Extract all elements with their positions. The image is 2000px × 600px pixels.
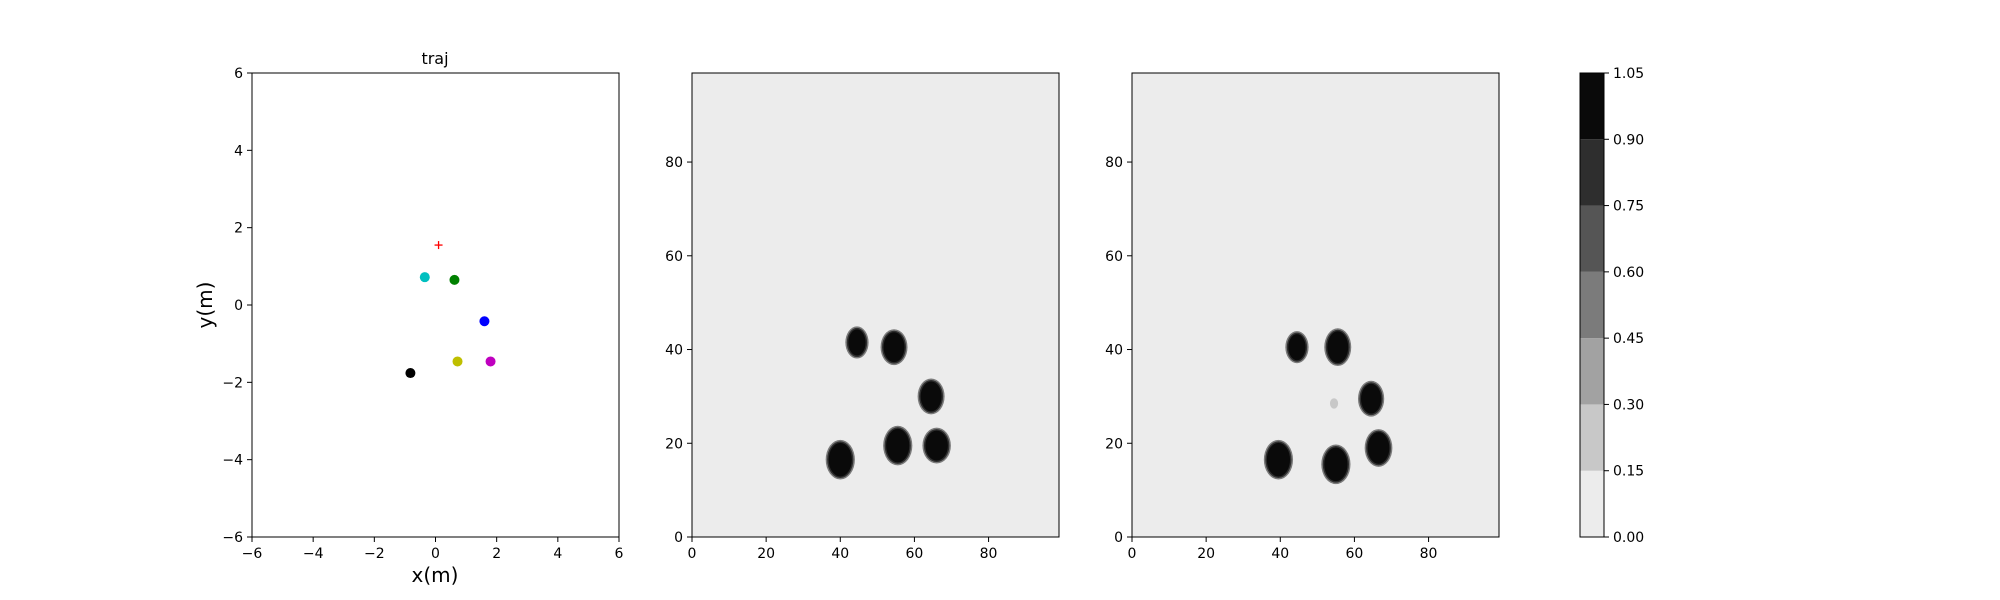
- colorbar-band: [1580, 338, 1604, 405]
- map1-1-ytick-label: 40: [665, 343, 683, 359]
- map1-1-ytick-label: 60: [665, 249, 683, 265]
- map1-blob: [883, 332, 905, 363]
- traj-point: [479, 316, 490, 327]
- map1-plot-frame: [691, 72, 1060, 538]
- map2-2-ytick-label: 0: [1114, 530, 1123, 546]
- occupancy-map-panel-2: 0 20 40 60 80 0 20 40 60 80: [1105, 72, 1500, 562]
- map1-1-ytick-label: 20: [665, 436, 683, 452]
- traj-point: [419, 272, 430, 283]
- colorbar-band: [1580, 470, 1604, 537]
- map2-2-xtick-label: 40: [1271, 546, 1289, 562]
- colorbar-tick-label: 0.75: [1613, 199, 1644, 215]
- map1-background: [692, 73, 1059, 537]
- traj-0-ytick-label: 6: [234, 66, 243, 82]
- colorbar-frame: [1579, 72, 1605, 538]
- traj-plot-frame: [251, 72, 620, 538]
- colorbar-tick-label: 0.90: [1613, 132, 1644, 148]
- colorbar-band: [1580, 271, 1604, 339]
- colorbar-tick-label: 1.05: [1613, 66, 1644, 82]
- trajectory-panel: traj −6 −4 −2 0 2 4 6 −6 −4 −2 0 2 4 6 x(m) y(m): [193, 49, 624, 587]
- map1-blobs: [825, 326, 951, 480]
- colorbar-bands: [1580, 73, 1604, 537]
- map2-ticks: 0 20 40 60 80 0 20 40 60 80: [1105, 155, 1437, 562]
- goal-marker: [434, 241, 443, 250]
- traj-ticks: −6 −4 −2 0 2 4 6 −6 −4 −2 0 2 4 6: [222, 66, 623, 562]
- map1-blob: [828, 442, 852, 477]
- traj-0-xtick-label: 6: [615, 546, 624, 562]
- map1-1-xtick-label: 20: [757, 546, 775, 562]
- traj-0-ytick-label: −2: [222, 375, 243, 391]
- map2-blob: [1327, 331, 1349, 364]
- colorbar-band: [1580, 139, 1604, 206]
- map2-blob: [1324, 447, 1348, 482]
- traj-0-ytick-label: 4: [234, 143, 243, 159]
- traj-xlabel: x(m): [412, 563, 459, 587]
- colorbar-tick-label: 0.00: [1613, 530, 1644, 546]
- map1-1-xtick-label: 80: [980, 546, 998, 562]
- map2-2-xtick-label: 60: [1346, 546, 1364, 562]
- colorbar-tick-label: 0.30: [1613, 397, 1644, 413]
- map2-2-ytick-label: 40: [1105, 343, 1123, 359]
- map2-blob: [1360, 383, 1382, 414]
- map2-2-ytick-label: 20: [1105, 436, 1123, 452]
- map2-2-ytick-label: 80: [1105, 155, 1123, 171]
- map2-blob: [1367, 432, 1390, 464]
- map2-blobs: [1263, 328, 1393, 485]
- map1-1-xtick-label: 0: [688, 546, 697, 562]
- traj-point: [449, 274, 460, 285]
- colorbar-band: [1580, 73, 1604, 140]
- traj-points: [405, 241, 496, 379]
- map1-1-xtick-label: 40: [831, 546, 849, 562]
- map1-ticks: 0 20 40 60 80 0 20 40 60 80: [665, 155, 997, 562]
- colorbar-band: [1580, 205, 1604, 272]
- traj-0-xtick-label: 2: [492, 546, 501, 562]
- colorbar-ticks: 0.00 0.15 0.30 0.45 0.60 0.75 0.90 1.05: [1604, 66, 1644, 546]
- occupancy-map-panel-1: 0 20 40 60 80 0 20 40 60 80: [665, 72, 1060, 562]
- map1-1-xtick-label: 60: [906, 546, 924, 562]
- traj-0-ytick-label: 2: [234, 221, 243, 237]
- map2-blob: [1266, 442, 1291, 477]
- traj-0-xtick-label: −4: [303, 546, 324, 562]
- map1-blob: [848, 329, 866, 356]
- map2-2-xtick-label: 20: [1197, 546, 1215, 562]
- traj-0-xtick-label: 0: [431, 546, 440, 562]
- traj-0-ytick-label: −4: [222, 453, 243, 469]
- map1-1-ytick-label: 0: [674, 530, 683, 546]
- traj-0-ytick-label: 0: [234, 298, 243, 314]
- map2-2-xtick-label: 80: [1420, 546, 1438, 562]
- traj-ylabel: y(m): [193, 282, 217, 329]
- map1-blob: [886, 428, 910, 463]
- traj-0-xtick-label: −2: [364, 546, 385, 562]
- traj-point: [452, 356, 463, 367]
- colorbar-tick-label: 0.45: [1613, 331, 1644, 347]
- traj-0-xtick-label: −6: [242, 546, 263, 562]
- traj-0-xtick-label: 4: [553, 546, 562, 562]
- colorbar-tick-label: 0.15: [1613, 464, 1644, 480]
- colorbar-band: [1580, 404, 1604, 471]
- map1-blob: [920, 381, 942, 412]
- traj-title: traj: [421, 49, 448, 68]
- map2-2-ytick-label: 60: [1105, 249, 1123, 265]
- map2-blob: [1288, 334, 1306, 361]
- map1-blob: [925, 430, 948, 461]
- colorbar: 0.00 0.15 0.30 0.45 0.60 0.75 0.90 1.05: [1579, 66, 1644, 546]
- map2-blob: [1329, 398, 1339, 409]
- map2-background: [1132, 73, 1499, 537]
- map2-plot-frame: [1131, 72, 1500, 538]
- traj-0-ytick-label: −6: [222, 530, 243, 546]
- colorbar-tick-label: 0.60: [1613, 265, 1644, 281]
- traj-point: [405, 368, 416, 379]
- map2-2-xtick-label: 0: [1128, 546, 1137, 562]
- traj-point: [485, 356, 496, 367]
- map1-1-ytick-label: 80: [665, 155, 683, 171]
